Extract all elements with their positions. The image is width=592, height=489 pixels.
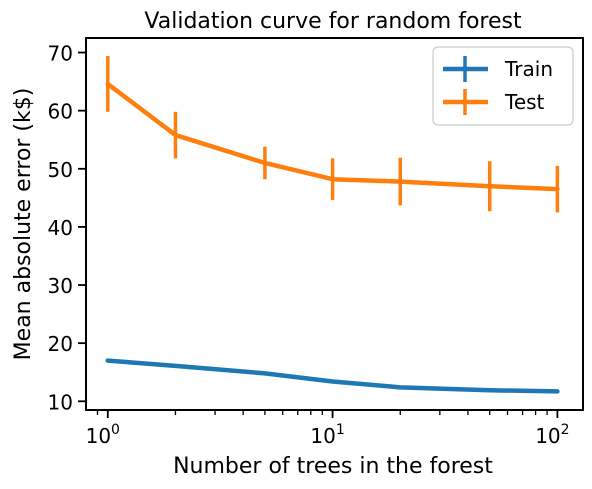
x-tick-exponent: 1 bbox=[336, 422, 345, 438]
y-tick-label: 10 bbox=[48, 390, 73, 414]
plot-area bbox=[105, 56, 560, 394]
x-tick-exponent: 2 bbox=[561, 422, 570, 438]
y-tick-label: 40 bbox=[48, 216, 73, 240]
plot-frame bbox=[85, 37, 584, 411]
x-tick-label: 101 bbox=[310, 422, 344, 448]
y-tick-label: 70 bbox=[48, 42, 73, 66]
legend: Train Test bbox=[432, 46, 574, 126]
x-tick-base: 10 bbox=[86, 424, 111, 448]
x-tick-base: 10 bbox=[310, 424, 335, 448]
y-axis-label: Mean absolute error (k$) bbox=[11, 88, 36, 361]
chart-title: Validation curve for random forest bbox=[144, 9, 522, 34]
x-tick-base: 10 bbox=[535, 424, 560, 448]
y-tick-label: 30 bbox=[48, 274, 73, 298]
y-tick-label: 50 bbox=[48, 158, 73, 182]
x-tick-exponent: 0 bbox=[111, 422, 120, 438]
x-axis-label: Number of trees in the forest bbox=[173, 454, 493, 479]
y-tick-label: 60 bbox=[48, 100, 73, 124]
legend-box bbox=[432, 46, 574, 126]
x-tick-label: 102 bbox=[535, 422, 569, 448]
legend-label-test: Test bbox=[504, 90, 545, 114]
x-tick-label: 100 bbox=[86, 422, 120, 448]
legend-label-train: Train bbox=[504, 57, 553, 81]
y-tick-label: 20 bbox=[48, 332, 73, 356]
